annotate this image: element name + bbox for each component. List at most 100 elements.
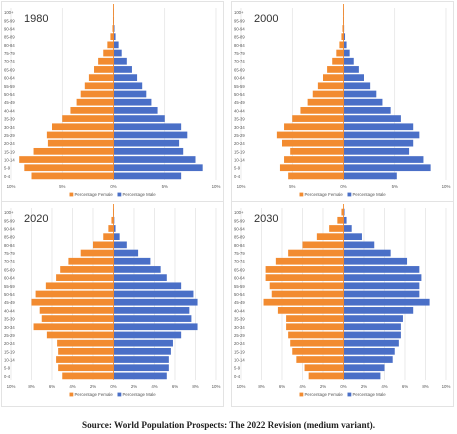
age-label: 5-9 xyxy=(234,166,241,171)
bar-male-45-49 xyxy=(113,98,152,106)
bar-female-40-44 xyxy=(39,307,114,314)
bar-female-5-9 xyxy=(24,164,114,172)
bar-male-5-9 xyxy=(343,364,385,372)
bar-female-10-14 xyxy=(19,156,114,163)
bar-male-75-79 xyxy=(343,249,391,257)
chart-title: 2030 xyxy=(254,213,278,225)
age-label: 95-99 xyxy=(4,18,15,23)
age-label: 0-4 xyxy=(234,174,241,179)
bar-male-15-19 xyxy=(113,147,184,155)
bar-female-0-4 xyxy=(62,372,114,380)
bar-female-60-64 xyxy=(56,274,114,281)
x-tick-label: 4% xyxy=(151,384,157,389)
x-tick-label: 2% xyxy=(361,384,367,389)
x-tick-label: 10% xyxy=(442,384,451,389)
bar-female-25-29 xyxy=(288,331,344,339)
bar-male-40-44 xyxy=(343,107,391,114)
legend-male: Percentage Male xyxy=(353,192,387,197)
age-label: 85-89 xyxy=(4,35,15,40)
bar-female-20-24 xyxy=(282,139,344,147)
age-label: 50-54 xyxy=(234,92,245,97)
bar-female-85-89 xyxy=(341,33,344,41)
legend-swatch-male xyxy=(117,192,122,197)
bar-male-35-39 xyxy=(343,315,403,322)
bar-male-35-39 xyxy=(113,115,165,122)
bar-male-40-44 xyxy=(113,307,190,314)
x-tick-label: 0% xyxy=(340,184,346,189)
bar-female-15-19 xyxy=(33,147,114,155)
age-label: 30-34 xyxy=(4,125,15,130)
age-label: 20-24 xyxy=(234,341,245,346)
x-tick-label: 5% xyxy=(392,184,398,189)
bar-female-30-34 xyxy=(284,123,344,131)
age-label: 30-34 xyxy=(234,125,245,130)
age-label: 85-89 xyxy=(234,35,245,40)
bar-female-20-24 xyxy=(290,339,344,347)
x-tick-label: 5% xyxy=(289,184,295,189)
age-label: 45-49 xyxy=(4,300,15,305)
bar-female-90-94 xyxy=(329,225,344,232)
bar-female-80-84 xyxy=(93,241,114,249)
bar-male-55-59 xyxy=(113,82,143,90)
age-label: 25-29 xyxy=(4,333,15,338)
bar-female-50-54 xyxy=(35,290,114,298)
bar-male-30-34 xyxy=(113,323,198,331)
bar-female-60-64 xyxy=(88,74,114,81)
legend-swatch-female xyxy=(299,192,304,197)
bar-male-55-59 xyxy=(343,82,371,90)
bar-female-5-9 xyxy=(279,164,344,172)
legend-male: Percentage Male xyxy=(123,392,157,397)
bar-male-60-64 xyxy=(113,74,138,81)
legend-male: Percentage Male xyxy=(123,192,157,197)
age-label: 45-49 xyxy=(234,300,245,305)
bar-male-10-14 xyxy=(343,156,424,163)
bar-male-65-69 xyxy=(343,266,420,273)
bar-male-75-79 xyxy=(113,49,122,57)
pyramid-2020: 0-4 5-9 10-14 15-19 20-24 25-29 30-34 35-39 40-4… xyxy=(1,201,224,407)
bar-male-85-89 xyxy=(113,233,120,241)
age-label: 40-44 xyxy=(234,308,245,313)
bar-male-10-14 xyxy=(113,356,169,363)
bar-female-70-74 xyxy=(275,257,344,265)
age-label: 70-74 xyxy=(234,259,245,264)
bar-male-80-84 xyxy=(343,241,375,249)
age-label: 60-64 xyxy=(4,76,15,81)
age-label: 40-44 xyxy=(4,308,15,313)
bar-male-55-59 xyxy=(343,282,420,290)
x-tick-label: 10% xyxy=(212,184,221,189)
legend-male: Percentage Male xyxy=(353,392,387,397)
chart-title: 1980 xyxy=(24,13,48,25)
bar-male-0-4 xyxy=(113,372,167,380)
bar-male-35-39 xyxy=(113,315,192,322)
bar-male-20-24 xyxy=(113,139,180,147)
bar-male-30-34 xyxy=(113,123,182,131)
bar-female-25-29 xyxy=(46,331,114,339)
age-label: 70-74 xyxy=(4,259,15,264)
bar-male-65-69 xyxy=(113,266,161,273)
bar-male-20-24 xyxy=(343,339,399,347)
bar-female-70-74 xyxy=(332,57,344,65)
age-label: 65-69 xyxy=(4,67,15,72)
bar-male-0-4 xyxy=(343,172,397,180)
age-label: 65-69 xyxy=(4,267,15,272)
age-label: 20-24 xyxy=(4,341,15,346)
age-label: 80-84 xyxy=(4,43,15,48)
age-label: 100+ xyxy=(234,210,244,215)
bar-female-35-39 xyxy=(62,115,114,122)
bar-male-25-29 xyxy=(343,131,420,139)
bar-female-100+ xyxy=(341,208,344,216)
pyramid-2030-svg: 0-4 5-9 10-14 15-19 20-24 25-29 30-34 35-39 40-4… xyxy=(234,204,451,397)
age-label: 70-74 xyxy=(234,59,245,64)
bar-female-70-74 xyxy=(68,257,114,265)
bar-female-75-79 xyxy=(80,249,114,257)
chart-title: 2000 xyxy=(254,13,278,25)
bar-male-45-49 xyxy=(113,298,198,306)
x-tick-label: 10% xyxy=(7,184,16,189)
age-label: 70-74 xyxy=(4,59,15,64)
x-tick-label: 10% xyxy=(7,384,16,389)
age-label: 90-94 xyxy=(4,226,15,231)
bar-female-15-19 xyxy=(292,347,344,355)
age-label: 0-4 xyxy=(4,374,11,379)
x-tick-label: 10% xyxy=(237,184,246,189)
age-label: 60-64 xyxy=(234,76,245,81)
